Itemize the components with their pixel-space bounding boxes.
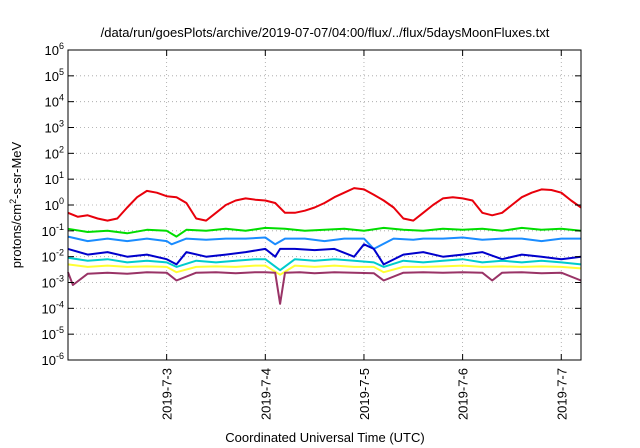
- y-tick-label: 10-2: [42, 248, 64, 265]
- y-tick-label-exp: -2: [56, 248, 64, 258]
- x-tick-label: 2019-7-3: [160, 368, 175, 420]
- y-tick-label-exp: 2: [59, 144, 64, 154]
- y-tick-label-base: 10: [45, 95, 59, 110]
- series-layer: [67, 187, 582, 305]
- y-tick-label: 105: [45, 67, 64, 84]
- y-tick-label-base: 10: [45, 69, 59, 84]
- y-tick-label-base: 10: [45, 198, 59, 213]
- series-line-4: [67, 243, 582, 266]
- series-line-1: [67, 187, 582, 222]
- x-axis: 2019-7-3 2019-7-4 2019-7-5 2019-7-6 2019-7-7: [160, 50, 569, 420]
- y-tick-label-exp: 1: [59, 170, 64, 180]
- y-axis: 10-610-510-410-310-210-11001011021031041…: [42, 41, 581, 368]
- y-tick-label-base: 10: [45, 172, 59, 187]
- x-axis-label: Coordinated Universal Time (UTC): [225, 430, 424, 445]
- y-tick-label-exp: -6: [56, 351, 64, 361]
- y-tick-label-base: 10: [45, 43, 59, 58]
- y-tick-label-exp: -4: [56, 299, 64, 309]
- y-axis-label-rest: -s-sr-MeV: [9, 141, 24, 198]
- y-tick-label: 10-6: [42, 351, 64, 368]
- x-tick-label: 2019-7-7: [554, 368, 569, 420]
- y-tick-label: 10-3: [42, 274, 64, 291]
- y-tick-label: 102: [45, 144, 64, 161]
- series-line-5: [67, 256, 582, 272]
- series-line-3: [67, 235, 581, 250]
- y-tick-label: 10-5: [42, 325, 64, 342]
- y-axis-label-sup: 2: [8, 199, 18, 204]
- x-tick-label: 2019-7-4: [258, 368, 273, 420]
- y-tick-label-base: 10: [42, 327, 56, 342]
- y-tick-label: 10-4: [42, 299, 64, 316]
- y-tick-label-exp: 3: [59, 119, 64, 129]
- series-line-2: [67, 226, 582, 238]
- y-tick-label-base: 10: [42, 250, 56, 265]
- series-line-6: [67, 263, 582, 276]
- y-tick-label-base: 10: [42, 301, 56, 316]
- y-tick-label-base: 10: [45, 121, 59, 136]
- y-tick-label-exp: 0: [59, 196, 64, 206]
- y-tick-label: 106: [45, 41, 64, 58]
- y-tick-label-exp: 4: [59, 93, 64, 103]
- y-tick-label-exp: 6: [59, 41, 64, 51]
- y-tick-label-exp: -1: [56, 222, 64, 232]
- y-tick-label: 100: [45, 196, 64, 213]
- y-tick-label: 101: [45, 170, 64, 187]
- chart-title: /data/run/goesPlots/archive/2019-07-07/0…: [101, 25, 550, 40]
- y-tick-label: 103: [45, 119, 64, 136]
- y-tick-label-base: 10: [42, 276, 56, 291]
- y-tick-label-exp: 5: [59, 67, 64, 77]
- series-line-7: [67, 271, 582, 305]
- y-tick-label-base: 10: [42, 224, 56, 239]
- y-tick-label-exp: -5: [56, 325, 64, 335]
- y-axis-label: protons/cm2-s-sr-MeV: [8, 141, 24, 268]
- y-tick-label-base: 10: [45, 146, 59, 161]
- y-tick-label: 104: [45, 93, 64, 110]
- y-tick-label: 10-1: [42, 222, 64, 239]
- y-axis-label-base: protons/cm: [9, 204, 24, 268]
- x-tick-label: 2019-7-5: [357, 368, 372, 420]
- grid-lines: [68, 49, 581, 361]
- x-tick-label: 2019-7-6: [456, 368, 471, 420]
- y-tick-label-exp: -3: [56, 274, 64, 284]
- y-tick-label-base: 10: [42, 353, 56, 368]
